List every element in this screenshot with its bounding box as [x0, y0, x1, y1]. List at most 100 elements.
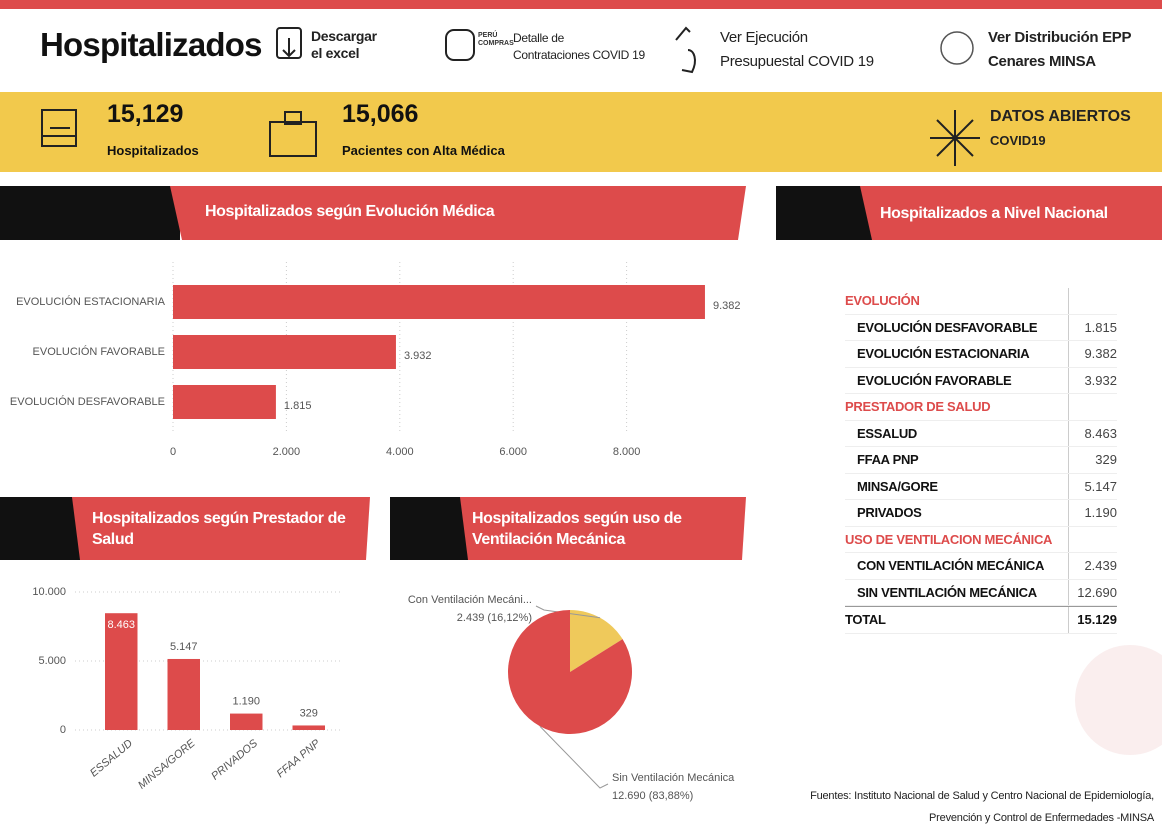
- summary-table: EVOLUCIÓN EVOLUCIÓN DESFAVORABLE 1.815 EVOL…: [845, 288, 1117, 634]
- data-label: 9.382: [713, 300, 741, 312]
- x-tick-label: 8.000: [613, 446, 641, 458]
- table-row: MINSA/GORE 5.147: [845, 473, 1117, 500]
- table-row: EVOLUCIÓN FAVORABLE 3.932: [845, 367, 1117, 394]
- table-group-row: EVOLUCIÓN: [845, 288, 1117, 315]
- banner-red: [460, 497, 746, 560]
- row-label: CON VENTILACIÓN MECÁNICA: [857, 558, 1045, 574]
- logo-text: PERÚ COMPRAS: [478, 32, 514, 48]
- link-contracts[interactable]: Detalle de Contrataciones COVID 19: [513, 30, 645, 64]
- excel-icon: [276, 27, 302, 59]
- row-label: ESSALUD: [857, 425, 918, 441]
- row-value: 9.382: [1068, 341, 1117, 367]
- total-label: TOTAL: [845, 612, 886, 628]
- perucompras-icon: [445, 29, 475, 61]
- hospital-icon-top: [284, 111, 302, 125]
- table-row: PRIVADOS 1.190: [845, 500, 1117, 527]
- link-line: Cenares MINSA: [988, 53, 1096, 70]
- banner-black: [0, 186, 180, 240]
- table-row: FFAA PNP 329: [845, 447, 1117, 474]
- logo-line: PERÚ: [478, 32, 498, 39]
- table-row: CON VENTILACIÓN MECÁNICA 2.439: [845, 553, 1117, 580]
- bar: [173, 385, 276, 419]
- leader-line: [539, 725, 609, 789]
- x-tick-label: ESSALUD: [88, 737, 135, 779]
- data-label: 5.147: [170, 641, 198, 653]
- y-tick-label: EVOLUCIÓN FAVORABLE: [33, 345, 165, 358]
- pie-value-label: 2.439 (16,12%): [457, 612, 532, 624]
- data-label: 3.932: [404, 350, 432, 362]
- row-label: SIN VENTILACIÓN MECÁNICA: [857, 584, 1037, 600]
- kpi-value: 15,066: [342, 100, 419, 128]
- y-tick-label: 5.000: [38, 655, 66, 667]
- banner-red: [72, 497, 370, 560]
- row-value: 8.463: [1068, 420, 1117, 446]
- value-cell-empty: [1068, 526, 1117, 552]
- x-tick-label: PRIVADOS: [209, 737, 260, 783]
- chart-title: Hospitalizados según Evolución Médica: [205, 203, 495, 220]
- bar: [292, 725, 325, 730]
- open-data-icon: [930, 110, 980, 166]
- row-label: FFAA PNP: [857, 452, 919, 468]
- kpi-band: [0, 92, 1162, 172]
- open-data-title[interactable]: DATOS ABIERTOS: [990, 108, 1131, 125]
- row-label: EVOLUCIÓN DESFAVORABLE: [857, 319, 1038, 335]
- total-value: 15.129: [1068, 607, 1117, 633]
- data-label: 1.190: [232, 695, 260, 707]
- banner-black: [776, 186, 872, 240]
- top-bar: [0, 0, 1162, 9]
- leader-line: [535, 605, 601, 619]
- row-value: 1.815: [1068, 314, 1117, 340]
- x-tick-label: 6.000: [499, 446, 527, 458]
- table-group-row: PRESTADOR DE SALUD: [845, 394, 1117, 421]
- data-label: 8.463: [107, 619, 135, 631]
- pie-label: Con Ventilación Mecáni...: [408, 594, 532, 606]
- execution-icon: [675, 26, 696, 74]
- kpi-value: 15,129: [107, 100, 184, 128]
- link-download[interactable]: Descargar el excel: [311, 28, 377, 62]
- group-label: PRESTADOR DE SALUD: [845, 399, 991, 415]
- row-value: 2.439: [1068, 553, 1117, 579]
- link-epp[interactable]: Ver Distribución EPP Cenares MINSA: [988, 26, 1132, 74]
- link-line: Presupuestal COVID 19: [720, 53, 874, 70]
- banner-red: [170, 186, 746, 240]
- y-tick-label: EVOLUCIÓN DESFAVORABLE: [10, 395, 165, 408]
- bar: [167, 658, 200, 730]
- table-row: ESSALUD 8.463: [845, 420, 1117, 447]
- row-label: EVOLUCIÓN FAVORABLE: [857, 372, 1012, 388]
- table-total-row: TOTAL 15.129: [845, 606, 1117, 634]
- bar: [173, 335, 396, 369]
- table-row: SIN VENTILACIÓN MECÁNICA 12.690: [845, 579, 1117, 606]
- y-tick-label: 10.000: [32, 586, 66, 598]
- bed-icon-lines: [42, 127, 76, 137]
- epp-icon: [940, 31, 974, 65]
- row-value: 5.147: [1068, 473, 1117, 499]
- chart-title: Hospitalizados según uso de Ventilación …: [472, 510, 682, 548]
- row-label: PRIVADOS: [857, 505, 922, 521]
- pie-value-label: 12.690 (83,88%): [612, 790, 693, 802]
- row-value: 12.690: [1068, 579, 1117, 605]
- row-value: 1.190: [1068, 500, 1117, 526]
- value-cell-empty: [1068, 288, 1117, 314]
- bar: [105, 613, 138, 730]
- chart-title: Hospitalizados según Prestador de Salud: [92, 510, 346, 548]
- x-tick-label: FFAA PNP: [275, 737, 323, 780]
- link-budget[interactable]: Ver Ejecución Presupuestal COVID 19: [720, 26, 874, 74]
- value-cell-empty: [1068, 394, 1117, 420]
- x-tick-label: MINSA/GORE: [136, 737, 198, 792]
- bar: [230, 713, 263, 730]
- open-data-subtitle: COVID19: [990, 133, 1046, 148]
- footer-line: Fuentes: Instituto Nacional de Salud y C…: [810, 790, 1154, 802]
- table-row: EVOLUCIÓN DESFAVORABLE 1.815: [845, 314, 1117, 341]
- row-label: MINSA/GORE: [857, 478, 938, 494]
- banner-black: [0, 497, 82, 560]
- hospital-icon: [269, 121, 317, 157]
- link-line: Descargar: [311, 28, 377, 44]
- pie-slice: [507, 610, 633, 734]
- group-label: USO DE VENTILACION MECÁNICA: [845, 531, 1053, 547]
- bar: [173, 285, 705, 319]
- banner-red: [860, 186, 1162, 240]
- data-label: 329: [300, 707, 318, 719]
- link-line: Detalle de: [513, 31, 565, 45]
